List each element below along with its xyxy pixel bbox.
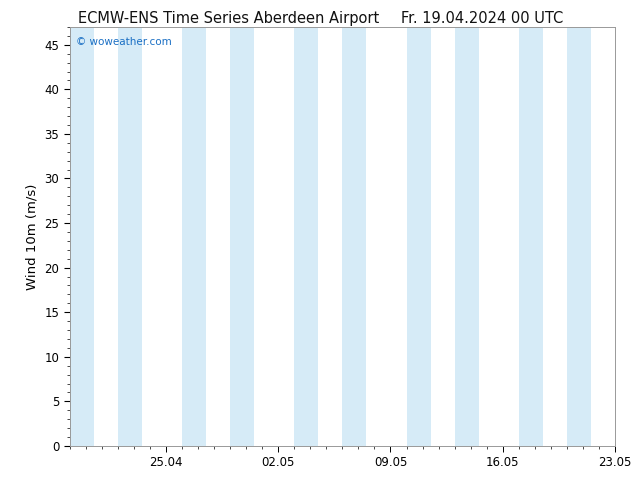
Text: © woweather.com: © woweather.com — [76, 37, 172, 48]
Bar — [455, 27, 479, 446]
Bar — [118, 27, 142, 446]
Bar — [182, 27, 206, 446]
Bar — [406, 27, 430, 446]
Bar — [519, 27, 543, 446]
Bar — [230, 27, 254, 446]
Y-axis label: Wind 10m (m/s): Wind 10m (m/s) — [26, 183, 39, 290]
Text: Fr. 19.04.2024 00 UTC: Fr. 19.04.2024 00 UTC — [401, 11, 563, 26]
Bar — [294, 27, 318, 446]
Bar — [70, 27, 94, 446]
Text: ECMW-ENS Time Series Aberdeen Airport: ECMW-ENS Time Series Aberdeen Airport — [77, 11, 379, 26]
Bar — [567, 27, 591, 446]
Bar — [342, 27, 366, 446]
